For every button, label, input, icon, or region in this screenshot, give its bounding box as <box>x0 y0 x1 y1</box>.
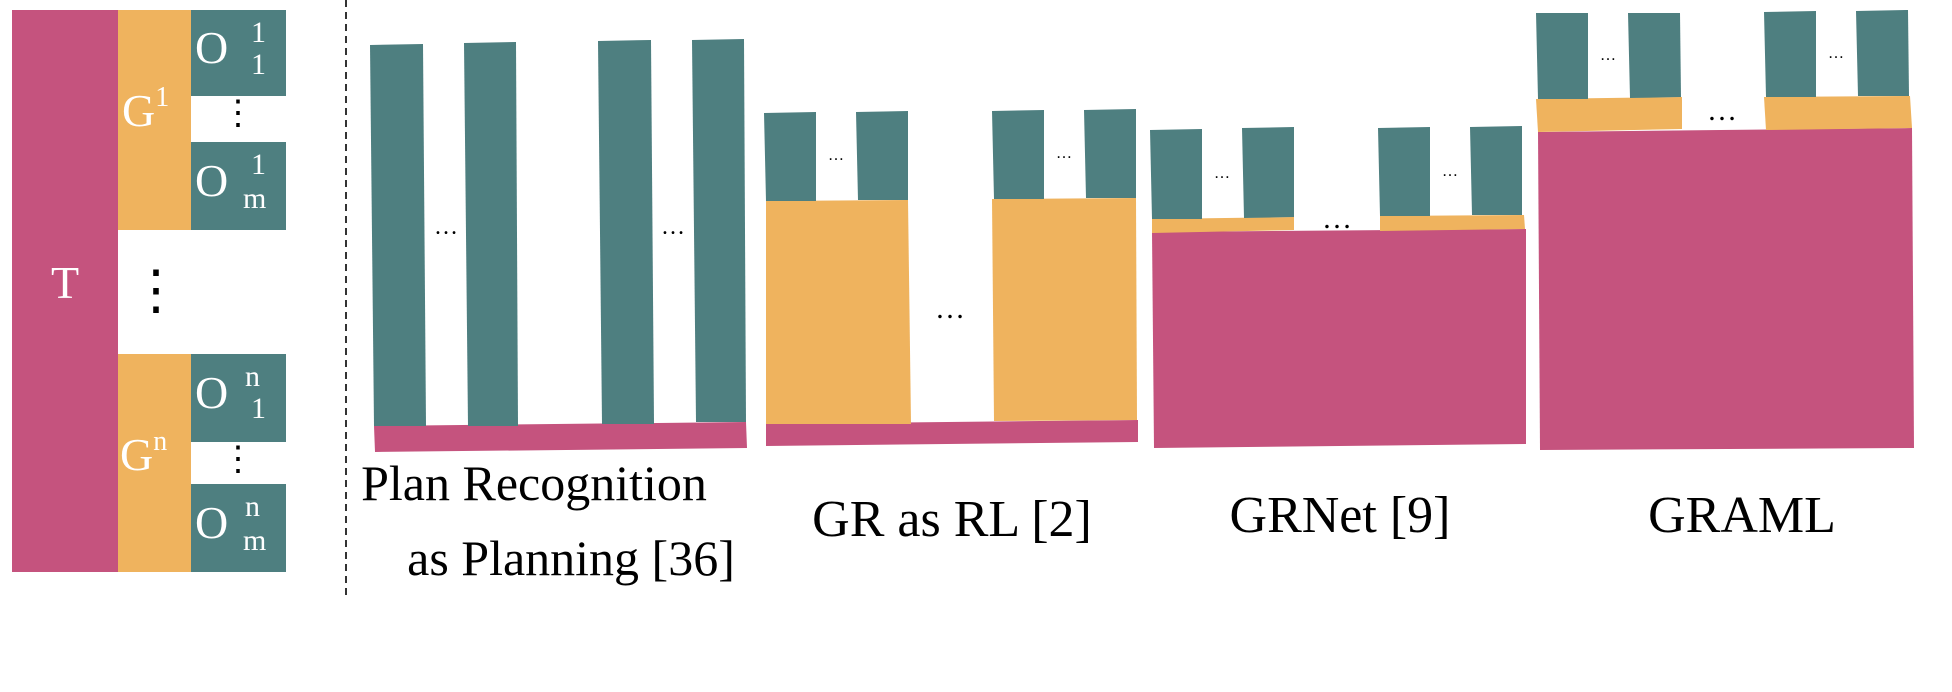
obs-bar <box>1856 10 1909 96</box>
obs-1-vdots: ⋮ <box>221 95 255 132</box>
goal-strip <box>1536 97 1682 132</box>
obs-n-m-sub: m <box>243 524 266 557</box>
task-block <box>1152 229 1526 448</box>
obs-bar <box>1764 11 1816 97</box>
obs-n-1-sub: 1 <box>251 392 266 425</box>
obs-bar <box>464 42 518 426</box>
task-block <box>12 10 118 572</box>
panel-label: GR as RL [2] <box>812 491 1092 548</box>
obs-n-m-block <box>191 484 286 572</box>
task-bar <box>374 422 747 452</box>
obs-bar <box>1378 127 1430 216</box>
obs-n-1-block <box>191 354 286 442</box>
obs-bar <box>1150 129 1202 219</box>
goal-strip <box>1152 217 1294 233</box>
ellipsis: … <box>1322 202 1352 235</box>
obs-1-1-label: O <box>195 22 228 73</box>
panel-grnet: … … … GRNet [9] <box>1150 126 1526 544</box>
goal-strip <box>1380 215 1525 231</box>
panel-graml: … … … GRAML <box>1536 10 1914 544</box>
obs-1-1-sup: 1 <box>251 16 266 49</box>
ellipsis: … <box>1056 145 1072 162</box>
ellipsis: … <box>1707 94 1737 127</box>
panel-gr-as-rl: … … … GR as RL [2] <box>764 109 1138 548</box>
obs-bar <box>856 111 908 200</box>
ellipsis: … <box>935 292 965 325</box>
goal-n-block <box>118 354 191 572</box>
ellipsis: … <box>1214 165 1230 182</box>
goal-1-label: G1 <box>122 82 169 136</box>
obs-1-m-block <box>191 142 286 230</box>
goal-1-block <box>118 10 191 230</box>
goal-strip <box>1764 96 1912 130</box>
ellipsis: … <box>1828 45 1844 62</box>
obs-bar <box>370 44 426 426</box>
panel-label: as Planning [36] <box>407 530 735 586</box>
task-label: T <box>51 257 79 308</box>
obs-1-1-block <box>191 10 286 96</box>
obs-bar <box>1242 127 1294 218</box>
obs-n-1-sup: n <box>245 360 260 393</box>
obs-1-m-sub: m <box>243 182 266 215</box>
obs-n-1-label: O <box>195 367 228 418</box>
panel-plan-recognition: … … Plan Recognition as Planning [36] <box>361 39 747 586</box>
task-bar <box>766 420 1138 446</box>
obs-bar <box>1084 109 1136 198</box>
ellipsis: … <box>1442 163 1458 180</box>
obs-n-m-label: O <box>195 497 228 548</box>
obs-n-vdots: ⋮ <box>221 441 255 478</box>
obs-n-m-sup: n <box>245 490 260 523</box>
ellipsis: … <box>828 147 844 164</box>
obs-bar <box>598 40 654 424</box>
obs-bar <box>764 112 816 201</box>
legend: T G1 O 1 1 ⋮ O 1 m ⋮ Gn O n 1 ⋮ O n m <box>12 10 286 572</box>
goals-vdots: ⋮ <box>129 260 183 320</box>
goal-block <box>992 198 1137 421</box>
ellipsis: … <box>1600 47 1616 64</box>
obs-bar <box>1470 126 1522 215</box>
obs-1-m-label: O <box>195 155 228 206</box>
obs-bar <box>1536 13 1588 99</box>
obs-1-1-sub: 1 <box>251 48 266 81</box>
obs-1-m-sup: 1 <box>251 148 266 181</box>
task-block <box>1538 128 1914 450</box>
panel-label: Plan Recognition <box>361 455 707 511</box>
ellipsis: … <box>661 214 685 240</box>
obs-bar <box>1628 13 1681 98</box>
obs-bar <box>692 39 746 422</box>
goal-n-label: Gn <box>120 426 167 480</box>
panel-label: GRNet [9] <box>1230 487 1451 544</box>
ellipsis: … <box>434 214 458 240</box>
obs-bar <box>992 110 1044 199</box>
goal-block <box>766 200 911 424</box>
panel-label: GRAML <box>1648 487 1836 544</box>
